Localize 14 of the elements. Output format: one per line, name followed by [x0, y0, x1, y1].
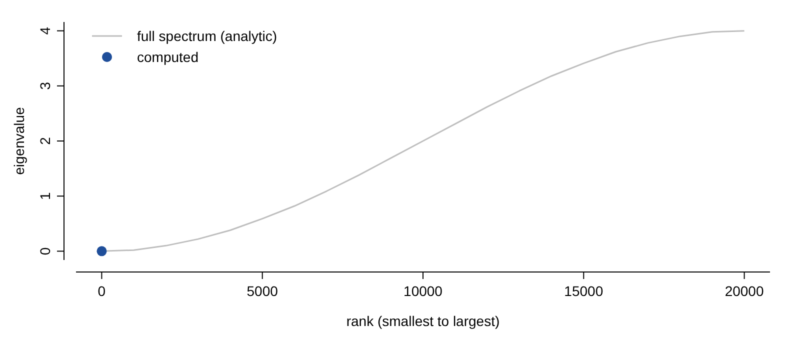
x-tick-label: 5000 [246, 283, 278, 299]
y-tick-label: 1 [37, 192, 53, 200]
y-tick-label: 4 [37, 26, 53, 35]
x-tick-label: 15000 [564, 283, 604, 299]
y-tick-label: 3 [37, 82, 53, 90]
x-tick-label: 0 [98, 283, 106, 299]
y-tick-label: 0 [37, 247, 53, 256]
y-axis-title: eigenvalue [11, 106, 27, 175]
y-tick-label: 2 [37, 136, 53, 145]
x-tick-label: 10000 [404, 283, 443, 299]
legend-label: full spectrum (analytic) [137, 28, 278, 44]
legend-label: computed [137, 49, 198, 65]
x-tick-label: 20000 [724, 283, 764, 299]
x-axis-title: rank (smallest to largest) [346, 313, 500, 329]
